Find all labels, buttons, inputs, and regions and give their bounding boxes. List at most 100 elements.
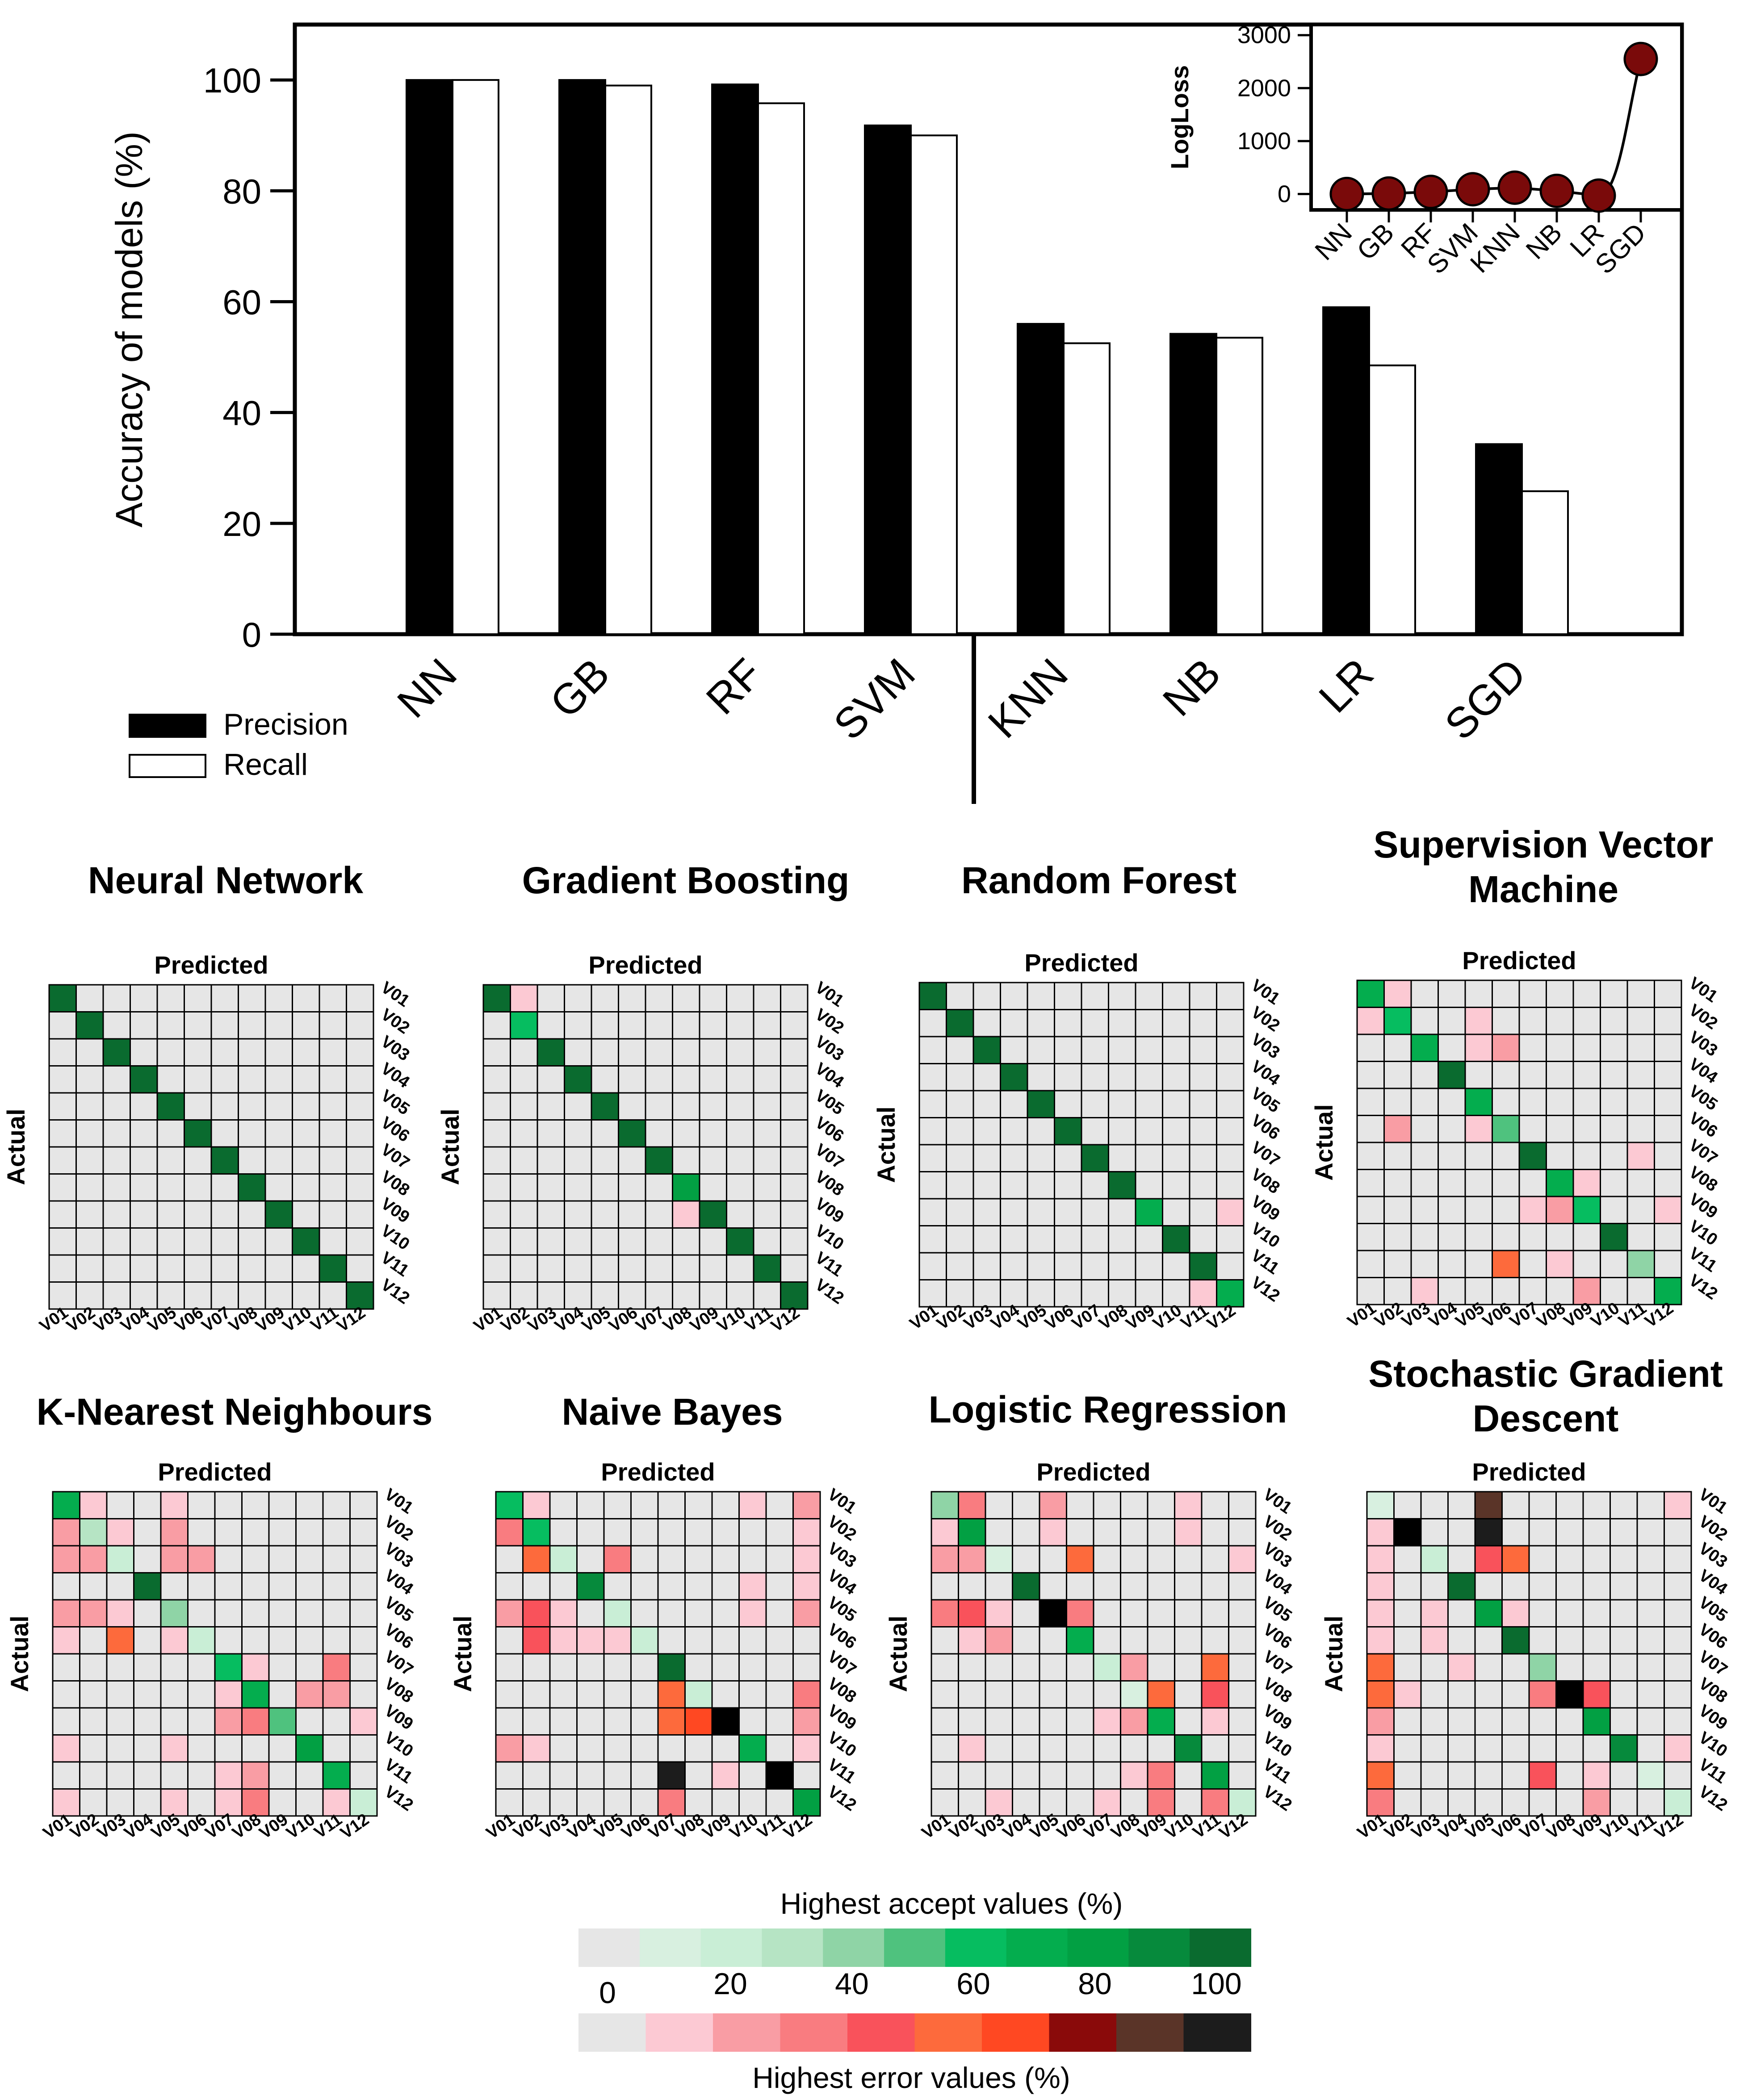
matrix-cell xyxy=(1120,1626,1148,1655)
matrix-cell xyxy=(918,1009,947,1037)
inset-y-tick-label: 2000 xyxy=(1237,75,1291,101)
matrix-cell xyxy=(1000,982,1028,1010)
matrix-cell xyxy=(133,1680,162,1709)
matrix-cell xyxy=(1609,1545,1638,1573)
matrix-cell xyxy=(918,1144,947,1172)
matrix-cell xyxy=(726,1038,754,1067)
matrix-cell xyxy=(1474,1788,1503,1817)
matrix-cell xyxy=(210,1038,239,1067)
matrix-cell-colored xyxy=(1582,1680,1611,1709)
row-label: V04 xyxy=(381,1566,416,1598)
matrix-cell xyxy=(268,1626,297,1655)
matrix-cell xyxy=(946,1171,974,1200)
matrix-cell xyxy=(187,1491,216,1519)
matrix-cell-colored xyxy=(1572,1196,1601,1224)
matrix-cell xyxy=(1000,1198,1028,1226)
matrix-cell xyxy=(522,1653,551,1682)
matrix-cell xyxy=(210,1200,239,1229)
row-label: V09 xyxy=(1695,1701,1731,1734)
matrix-cell-colored xyxy=(184,1119,212,1148)
matrix-cell xyxy=(711,1599,740,1627)
matrix-cell xyxy=(672,1227,700,1256)
matrix-cell-colored xyxy=(792,1680,821,1709)
matrix-cell xyxy=(684,1788,713,1817)
matrix-cell xyxy=(1039,1653,1067,1682)
matrix-cell xyxy=(210,1173,239,1202)
matrix-cell-colored xyxy=(319,1254,347,1283)
matrix-cell-colored xyxy=(985,1545,1013,1573)
matrix-cell-colored xyxy=(985,1788,1013,1817)
matrix-cell xyxy=(630,1788,659,1817)
matrix-cell-colored xyxy=(1528,1653,1557,1682)
row-label: V08 xyxy=(824,1674,859,1707)
matrix-cell xyxy=(1027,1225,1055,1254)
matrix-cell xyxy=(1027,1198,1055,1226)
row-label: V11 xyxy=(824,1755,859,1787)
matrix-cell xyxy=(48,1254,77,1283)
matrix-cell xyxy=(1120,1788,1148,1817)
matrix-cell xyxy=(214,1518,243,1547)
matrix-cell xyxy=(1410,1223,1439,1251)
matrix-cell xyxy=(184,1065,212,1094)
matrix-cell xyxy=(1216,1090,1245,1118)
matrix-cell xyxy=(618,1200,646,1229)
matrix-cell xyxy=(1438,1088,1466,1116)
matrix-cell xyxy=(564,1173,592,1202)
matrix-cell-colored xyxy=(958,1599,986,1627)
accept-scale-swatch xyxy=(1190,1928,1251,1967)
matrix-cell xyxy=(160,1653,189,1682)
matrix-cell xyxy=(765,1653,794,1682)
matrix-cell xyxy=(156,1065,185,1094)
matrix-cell xyxy=(510,1200,538,1229)
matrix-cell xyxy=(1636,1680,1665,1709)
matrix-cell xyxy=(1600,1250,1628,1278)
matrix-cell xyxy=(1174,1545,1203,1573)
matrix-cell xyxy=(160,1761,189,1790)
matrix-cell xyxy=(510,1254,538,1283)
matrix-cell xyxy=(1135,982,1163,1010)
matrix-cell xyxy=(75,1281,104,1310)
matrix-cell xyxy=(264,1227,293,1256)
matrix-cell xyxy=(1636,1707,1665,1736)
matrix-cell xyxy=(1626,1277,1655,1305)
matrix-cell xyxy=(618,1038,646,1067)
matrix-cell xyxy=(972,1171,1001,1200)
matrix-cell xyxy=(1393,1545,1422,1573)
matrix-cell xyxy=(1081,1063,1109,1092)
accept-scale-swatch xyxy=(1067,1928,1129,1967)
matrix-cell-colored xyxy=(1383,979,1412,1008)
matrix-cell xyxy=(79,1788,108,1817)
matrix-cell xyxy=(603,1491,632,1519)
matrix-cell xyxy=(1162,1090,1190,1118)
matrix-cell xyxy=(972,1117,1001,1146)
matrix-cell xyxy=(630,1572,659,1601)
matrix-cell xyxy=(753,1146,781,1175)
matrix-cell xyxy=(1654,1007,1682,1035)
actual-axis-label: Actual xyxy=(436,1109,464,1185)
matrix-cell xyxy=(630,1707,659,1736)
actual-axis-label: Actual xyxy=(884,1615,912,1692)
matrix-cell xyxy=(133,1545,162,1573)
row-label: V07 xyxy=(381,1647,416,1680)
matrix-cell xyxy=(972,1279,1001,1308)
matrix-cell-colored xyxy=(1120,1653,1148,1682)
matrix-cell-colored xyxy=(711,1761,740,1790)
matrix-cell xyxy=(292,1119,320,1148)
matrix-cell-colored xyxy=(792,1572,821,1601)
matrix-cell-colored xyxy=(603,1545,632,1573)
matrix-cell xyxy=(1600,1033,1628,1062)
matrix-cell xyxy=(1464,1250,1493,1278)
matrix-cell-colored xyxy=(1474,1491,1503,1519)
matrix-cell xyxy=(346,1038,374,1067)
matrix-cell xyxy=(268,1518,297,1547)
matrix-cell-colored xyxy=(1393,1518,1422,1547)
matrix-cell xyxy=(295,1491,324,1519)
matrix-cell xyxy=(711,1680,740,1709)
y-tick-label: 80 xyxy=(222,172,261,211)
matrix-cell xyxy=(1120,1599,1148,1627)
matrix-cell xyxy=(1664,1599,1692,1627)
matrix-cell xyxy=(576,1599,605,1627)
matrix-cell xyxy=(1572,1033,1601,1062)
matrix-cell-colored xyxy=(1664,1734,1692,1763)
matrix-cell xyxy=(238,1254,266,1283)
